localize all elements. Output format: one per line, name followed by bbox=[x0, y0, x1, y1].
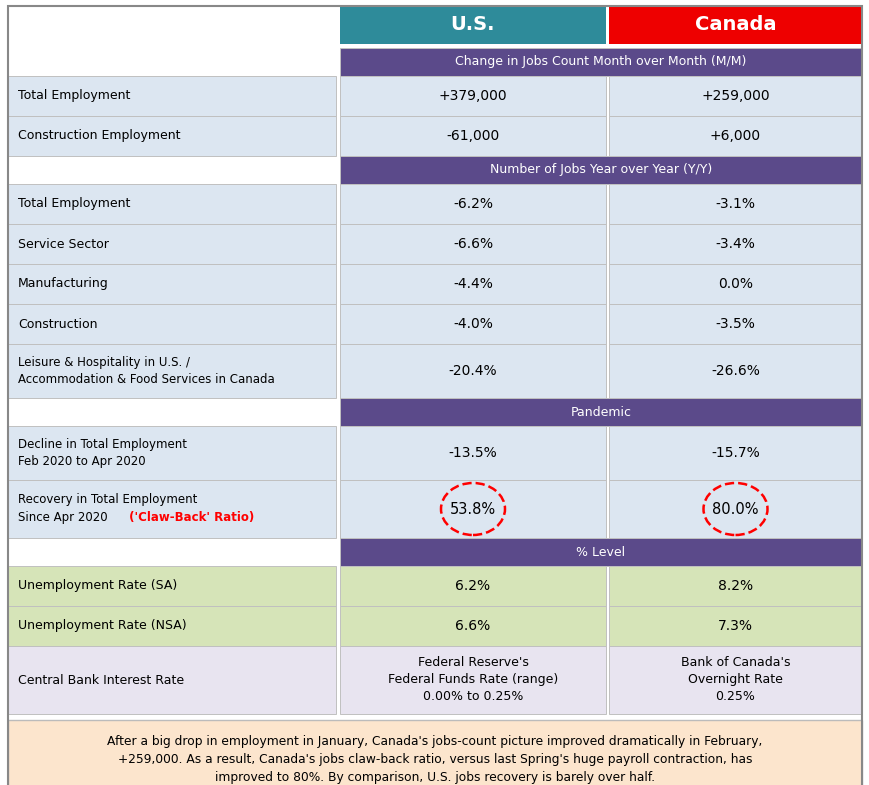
Bar bbox=[8, 224, 335, 264]
Bar bbox=[340, 224, 606, 264]
Bar bbox=[8, 344, 335, 398]
Text: Pandemic: Pandemic bbox=[570, 406, 631, 418]
Text: Construction Employment: Construction Employment bbox=[18, 130, 180, 143]
Text: After a big drop in employment in January, Canada's jobs-count picture improved : After a big drop in employment in Januar… bbox=[107, 736, 762, 784]
Bar bbox=[340, 606, 606, 646]
Bar bbox=[340, 76, 606, 116]
Text: -3.5%: -3.5% bbox=[714, 317, 754, 331]
Bar bbox=[608, 606, 861, 646]
Bar bbox=[8, 720, 861, 785]
Bar bbox=[8, 76, 335, 116]
Text: -26.6%: -26.6% bbox=[710, 364, 759, 378]
Text: % Level: % Level bbox=[576, 546, 625, 558]
Text: Leisure & Hospitality in U.S. /
Accommodation & Food Services in Canada: Leisure & Hospitality in U.S. / Accommod… bbox=[18, 356, 275, 386]
Bar bbox=[608, 184, 861, 224]
Bar bbox=[340, 6, 606, 44]
Text: -4.0%: -4.0% bbox=[453, 317, 493, 331]
Bar bbox=[340, 156, 861, 184]
Text: -6.6%: -6.6% bbox=[453, 237, 493, 251]
Bar bbox=[340, 264, 606, 304]
Bar bbox=[8, 184, 335, 224]
Text: Canada: Canada bbox=[694, 16, 775, 35]
Bar bbox=[8, 606, 335, 646]
Text: +379,000: +379,000 bbox=[438, 89, 507, 103]
Text: Total Employment: Total Employment bbox=[18, 89, 130, 103]
Bar bbox=[340, 646, 606, 714]
Bar bbox=[608, 566, 861, 606]
Text: 8.2%: 8.2% bbox=[717, 579, 753, 593]
Text: +6,000: +6,000 bbox=[709, 129, 760, 143]
Text: +259,000: +259,000 bbox=[700, 89, 769, 103]
Text: -61,000: -61,000 bbox=[446, 129, 499, 143]
Bar bbox=[340, 48, 861, 76]
Text: -20.4%: -20.4% bbox=[448, 364, 497, 378]
Bar bbox=[608, 304, 861, 344]
Bar bbox=[608, 116, 861, 156]
Bar bbox=[8, 116, 335, 156]
Text: Service Sector: Service Sector bbox=[18, 238, 109, 250]
Bar bbox=[340, 566, 606, 606]
Bar bbox=[608, 426, 861, 480]
Text: Central Bank Interest Rate: Central Bank Interest Rate bbox=[18, 674, 184, 687]
Text: ('Claw-Back' Ratio): ('Claw-Back' Ratio) bbox=[125, 510, 254, 524]
Bar bbox=[340, 480, 606, 538]
Text: -3.1%: -3.1% bbox=[714, 197, 754, 211]
Bar bbox=[340, 344, 606, 398]
Text: Unemployment Rate (NSA): Unemployment Rate (NSA) bbox=[18, 619, 187, 633]
Text: U.S.: U.S. bbox=[450, 16, 494, 35]
Bar bbox=[8, 264, 335, 304]
Text: 6.6%: 6.6% bbox=[454, 619, 490, 633]
Text: Federal Reserve's
Federal Funds Rate (range)
0.00% to 0.25%: Federal Reserve's Federal Funds Rate (ra… bbox=[388, 656, 558, 703]
Text: -4.4%: -4.4% bbox=[453, 277, 493, 291]
Bar bbox=[608, 480, 861, 538]
Bar bbox=[608, 76, 861, 116]
Bar bbox=[340, 304, 606, 344]
Bar bbox=[8, 426, 335, 480]
Bar bbox=[608, 6, 861, 44]
Text: Manufacturing: Manufacturing bbox=[18, 278, 109, 290]
Text: Number of Jobs Year over Year (Y/Y): Number of Jobs Year over Year (Y/Y) bbox=[489, 163, 712, 177]
Text: Decline in Total Employment
Feb 2020 to Apr 2020: Decline in Total Employment Feb 2020 to … bbox=[18, 438, 187, 468]
Text: Construction: Construction bbox=[18, 317, 97, 330]
Bar bbox=[340, 398, 861, 426]
Bar bbox=[340, 426, 606, 480]
Bar bbox=[608, 264, 861, 304]
Text: Total Employment: Total Employment bbox=[18, 198, 130, 210]
Bar bbox=[340, 184, 606, 224]
Text: 53.8%: 53.8% bbox=[449, 502, 495, 517]
Bar bbox=[608, 224, 861, 264]
Text: Unemployment Rate (SA): Unemployment Rate (SA) bbox=[18, 579, 177, 593]
Text: 6.2%: 6.2% bbox=[454, 579, 490, 593]
Text: 0.0%: 0.0% bbox=[717, 277, 753, 291]
Text: 7.3%: 7.3% bbox=[717, 619, 753, 633]
Text: Bank of Canada's
Overnight Rate
0.25%: Bank of Canada's Overnight Rate 0.25% bbox=[680, 656, 789, 703]
Text: -15.7%: -15.7% bbox=[710, 446, 759, 460]
Bar bbox=[608, 344, 861, 398]
Bar bbox=[8, 304, 335, 344]
Bar bbox=[8, 480, 335, 538]
Text: Since Apr 2020: Since Apr 2020 bbox=[18, 510, 108, 524]
Text: -6.2%: -6.2% bbox=[453, 197, 493, 211]
Text: Change in Jobs Count Month over Month (M/M): Change in Jobs Count Month over Month (M… bbox=[454, 56, 746, 68]
Text: 80.0%: 80.0% bbox=[712, 502, 758, 517]
Bar bbox=[340, 538, 861, 566]
Text: -13.5%: -13.5% bbox=[448, 446, 497, 460]
Bar bbox=[608, 646, 861, 714]
Bar bbox=[8, 646, 335, 714]
Bar bbox=[340, 116, 606, 156]
Text: -3.4%: -3.4% bbox=[714, 237, 754, 251]
Text: Recovery in Total Employment: Recovery in Total Employment bbox=[18, 492, 197, 506]
Bar bbox=[8, 566, 335, 606]
